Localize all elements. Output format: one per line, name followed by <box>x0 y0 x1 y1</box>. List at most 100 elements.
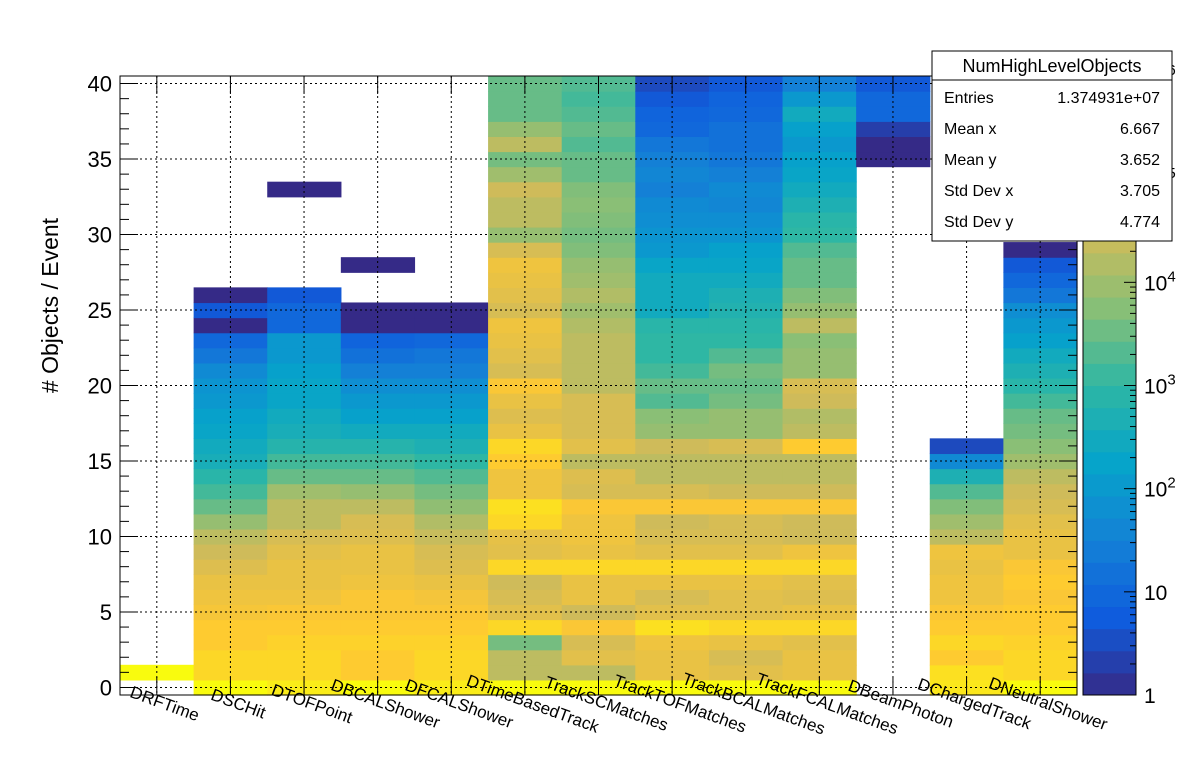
heatmap-cell <box>561 151 636 168</box>
heatmap-cell <box>708 196 784 213</box>
heatmap-cell <box>340 362 416 379</box>
heatmap-cell <box>635 302 710 319</box>
color-bar-label: 104 <box>1144 268 1176 295</box>
heatmap-cell <box>782 196 857 213</box>
heatmap-cell <box>267 302 342 319</box>
heatmap-cell <box>635 91 710 107</box>
heatmap-cell <box>782 377 857 394</box>
heatmap-cell <box>488 257 563 273</box>
heatmap-cell <box>561 211 636 228</box>
y-axis: 0 5 10 15 20 25 30 35 40 <box>88 72 1077 700</box>
heatmap-cell <box>561 377 636 394</box>
heatmap-cell <box>635 377 710 394</box>
heatmap-cell <box>267 347 342 364</box>
y-tick-label: 15 <box>88 449 112 474</box>
heatmap-cell <box>488 347 563 364</box>
heatmap-cell <box>1003 287 1078 304</box>
heatmap-cell <box>708 287 784 304</box>
stats-box-frame <box>931 50 1173 242</box>
heatmap-cell <box>193 347 268 364</box>
heatmap-cell <box>782 242 857 258</box>
heatmap-cell <box>1003 332 1078 349</box>
color-bar-segment <box>1083 540 1136 563</box>
heatmap-cell <box>561 302 636 319</box>
heatmap-cell <box>708 362 784 379</box>
heatmap-cell <box>488 181 563 198</box>
heatmap-cell <box>561 272 636 288</box>
heatmap-cell <box>1003 393 1078 409</box>
y-tick-label: 40 <box>88 72 112 97</box>
color-bar-segment <box>1083 297 1136 320</box>
heatmap-cell <box>193 317 268 334</box>
heatmap-cell <box>708 91 784 107</box>
heatmap-cell <box>267 393 342 409</box>
heatmap-cell <box>561 332 636 349</box>
heatmap-cell <box>782 91 857 107</box>
stats-row-label: Mean x <box>944 121 996 138</box>
stats-box: NumHighLevelObjects Entries 1.374931e+07 Me… <box>931 50 1173 242</box>
heatmap-cell <box>635 166 710 183</box>
y-axis-label: # Objects / Event <box>37 217 63 393</box>
heatmap-cell <box>856 91 931 107</box>
heatmap-cell <box>635 226 710 243</box>
heatmap-cell <box>635 181 710 198</box>
color-bar-segment <box>1083 496 1136 519</box>
heatmap-cell <box>340 302 416 319</box>
stats-row-value: 6.667 <box>1120 121 1160 138</box>
heatmap-cell <box>856 136 931 153</box>
y-tick-label: 5 <box>100 600 112 625</box>
color-bar-segment <box>1083 274 1136 298</box>
heatmap-cell <box>782 136 857 153</box>
y-tick-label: 30 <box>88 223 112 248</box>
heatmap-cell <box>414 332 489 349</box>
heatmap-cell <box>561 362 636 379</box>
heatmap-cell <box>561 91 636 107</box>
color-bar-label: 103 <box>1144 372 1176 399</box>
heatmap-cell <box>488 106 563 122</box>
stats-row-value: 3.705 <box>1120 183 1160 200</box>
heatmap-cell <box>782 332 857 349</box>
heatmap-cell <box>414 362 489 379</box>
stats-row-label: Std Dev y <box>944 214 1013 231</box>
heatmap-cell <box>488 196 563 213</box>
stats-title: NumHighLevelObjects <box>962 56 1141 76</box>
color-bar-segment <box>1083 451 1136 475</box>
heatmap-cell <box>708 347 784 364</box>
stats-row-value: 3.652 <box>1120 152 1160 169</box>
heatmap-cell <box>635 362 710 379</box>
heatmap-cell <box>1003 272 1078 288</box>
heatmap-cell <box>782 287 857 304</box>
heatmap-cell <box>561 196 636 213</box>
heatmap-cell <box>782 347 857 364</box>
heatmap-cell <box>1003 362 1078 379</box>
heatmap-cell <box>782 302 857 319</box>
heatmap-cell <box>708 272 784 288</box>
color-bar-segment <box>1083 518 1136 541</box>
color-bar-segment <box>1083 385 1136 409</box>
heatmap-cell <box>635 196 710 213</box>
heatmap-cell <box>782 211 857 228</box>
heatmap-cell <box>856 121 931 137</box>
heatmap-cell <box>267 377 342 394</box>
heatmap-cell <box>708 317 784 334</box>
color-bar-segment <box>1083 473 1136 497</box>
stats-row-value: 4.774 <box>1120 214 1160 231</box>
color-bar-label: 10 <box>1144 582 1167 605</box>
heatmap-cell <box>635 151 710 168</box>
y-tick-label: 10 <box>88 524 112 549</box>
heatmap-cell <box>340 332 416 349</box>
heatmap-cell <box>782 166 857 183</box>
heatmap-cell <box>635 317 710 334</box>
heatmap-cell <box>635 332 710 349</box>
heatmap-cell <box>708 393 784 409</box>
heatmap-cell <box>708 121 784 137</box>
heatmap-cell <box>488 393 563 409</box>
heatmap-cell <box>782 272 857 288</box>
heatmap-cell <box>635 242 710 258</box>
y-tick-label: 25 <box>88 298 112 323</box>
color-bar-segment <box>1083 628 1136 652</box>
heatmap-cell <box>782 121 857 137</box>
heatmap-cell <box>267 317 342 334</box>
heatmap-cell <box>561 393 636 409</box>
